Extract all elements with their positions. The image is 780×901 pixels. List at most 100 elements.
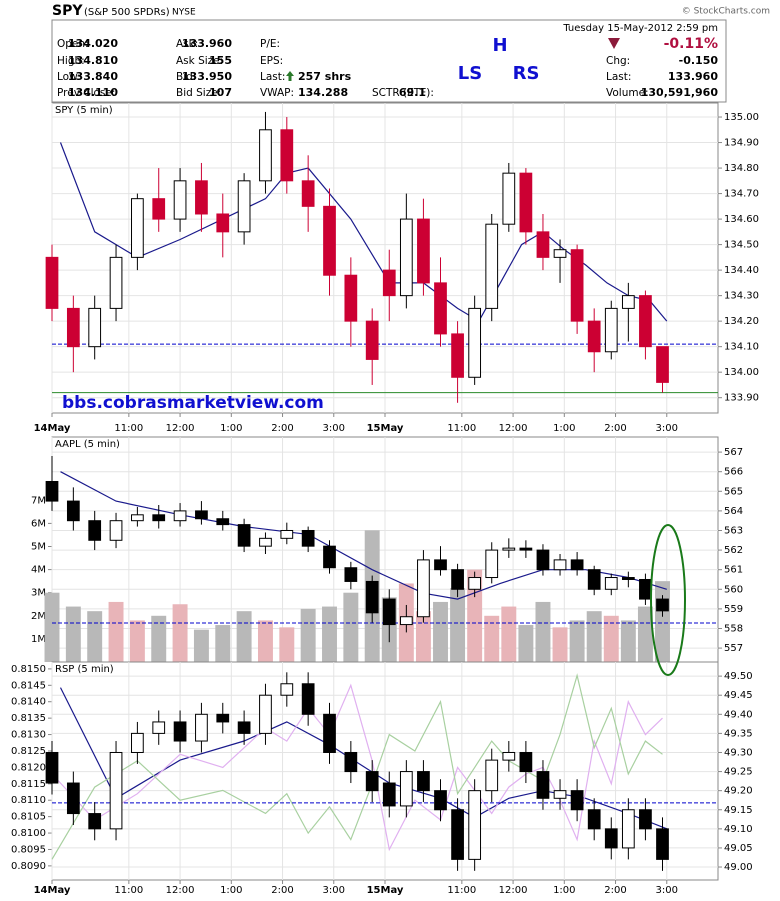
quote-value: 69.1 (399, 86, 426, 99)
candle-body (502, 547, 516, 551)
volume-bar (603, 615, 619, 662)
candle-body (519, 751, 533, 773)
candle-body (604, 577, 618, 590)
quote-value: 133.950 (182, 70, 232, 83)
y-tick-label: 49.20 (724, 786, 753, 797)
candle-body (237, 524, 251, 547)
y-tick-label: 49.15 (724, 805, 753, 816)
candle-body (152, 198, 166, 220)
volume-bar (279, 627, 295, 662)
x-tick-label: 15May (367, 423, 404, 434)
candle-body (152, 514, 166, 522)
quote-box (51, 19, 727, 103)
volume-bar (450, 588, 466, 662)
y2-tick-label: 3M (31, 588, 46, 599)
x-tick-label: 15May (367, 885, 404, 896)
candle-body (639, 809, 652, 830)
volume-bar (129, 620, 145, 662)
quote-value: 134.020 (68, 37, 118, 50)
y2-tick-label: 0.8100 (11, 828, 46, 839)
y2-tick-label: 1M (31, 634, 46, 645)
candle-body (66, 500, 80, 522)
volume-bar (467, 569, 483, 662)
candle-body (45, 480, 59, 502)
quote-label: P/E: (260, 38, 280, 50)
candle-body (216, 518, 230, 526)
quote-value: 257 shrs (298, 70, 352, 83)
x-tick-label: 12:00 (499, 423, 528, 434)
volume-bar (87, 611, 103, 662)
y-tick-label: 134.90 (724, 138, 759, 149)
y-tick-label: 134.00 (724, 367, 759, 378)
x-tick-label: 2:00 (604, 885, 626, 896)
candle-body (399, 771, 413, 807)
quote-label: Bid: (176, 71, 196, 83)
candle-body (88, 813, 102, 830)
candle-body (259, 537, 272, 547)
candle-body (502, 751, 516, 761)
candle-body (344, 751, 358, 773)
x-tick-label: 11:00 (447, 423, 476, 434)
quote-value: 155 (209, 54, 232, 67)
indicator-line (51, 673, 663, 860)
y2-tick-label: 6M (31, 518, 46, 529)
y-tick-label: 560 (724, 584, 743, 595)
volume-bar (151, 615, 167, 662)
volume-bar (343, 592, 359, 662)
y2-tick-label: 0.8110 (11, 795, 46, 806)
candle-body (485, 759, 499, 792)
candle-body (301, 683, 315, 715)
plots: 135.00 134.90 134.80 134.70 134.60 134.50 134.… (11, 102, 759, 896)
volume-bar (215, 625, 231, 662)
quote-label: SCTR (ETF): (372, 87, 434, 99)
panel: 49.50 49.45 49.40 49.35 49.30 49.25 49.20 49.15… (11, 661, 753, 896)
y2-tick-label: 0.8140 (11, 697, 46, 708)
volume-bar (415, 611, 431, 662)
candle-body (45, 256, 59, 309)
volume-bar (193, 629, 209, 662)
volume-bar (637, 606, 653, 662)
candle-body (468, 307, 482, 378)
x-tick-label: 1:00 (553, 423, 575, 434)
x-tick-label: 1:00 (220, 423, 242, 434)
candle-body (382, 598, 396, 626)
y2-tick-label: 0.8120 (11, 762, 46, 773)
candle-body (365, 320, 379, 360)
candle-body (195, 713, 208, 742)
x-tick-label: 11:00 (114, 885, 143, 896)
candle-body (656, 598, 669, 612)
y-tick-label: 134.20 (724, 316, 759, 327)
x-tick-label: 1:00 (220, 885, 242, 896)
candle-body (485, 223, 499, 309)
candle-body (468, 790, 482, 860)
panel-title: AAPL (5 min) (55, 439, 120, 450)
symbol-name: (S&P 500 SPDRs) (84, 7, 170, 18)
x-tick-label: 3:00 (323, 423, 345, 434)
candle-body (323, 713, 336, 753)
x-tick-label: 11:00 (447, 885, 476, 896)
y2-tick-label: 0.8125 (11, 746, 46, 757)
candle-body (536, 549, 550, 571)
candle-body (301, 180, 315, 207)
y2-tick-label: 0.8115 (11, 779, 46, 790)
y2-tick-label: 5M (31, 541, 46, 552)
quote-value: -0.150 (679, 54, 719, 67)
candle-body (604, 307, 618, 353)
volume-bar (108, 601, 124, 662)
quote-label: Last: (260, 71, 285, 83)
y-tick-label: 49.05 (724, 843, 753, 854)
candle-body (604, 828, 618, 849)
candle-body (109, 751, 123, 830)
y-tick-label: 49.10 (724, 824, 753, 835)
candle-body (570, 790, 584, 811)
candle-body (587, 569, 601, 590)
y-tick-label: 134.80 (724, 163, 759, 174)
y2-tick-label: 0.8105 (11, 812, 46, 823)
candle-body (280, 129, 294, 182)
y-tick-label: 561 (724, 565, 743, 576)
y-tick-label: 567 (724, 447, 743, 458)
y-tick-label: 49.00 (724, 862, 753, 873)
volume-bar (620, 620, 636, 662)
down-arrow (608, 38, 620, 49)
candle-body (451, 809, 464, 860)
